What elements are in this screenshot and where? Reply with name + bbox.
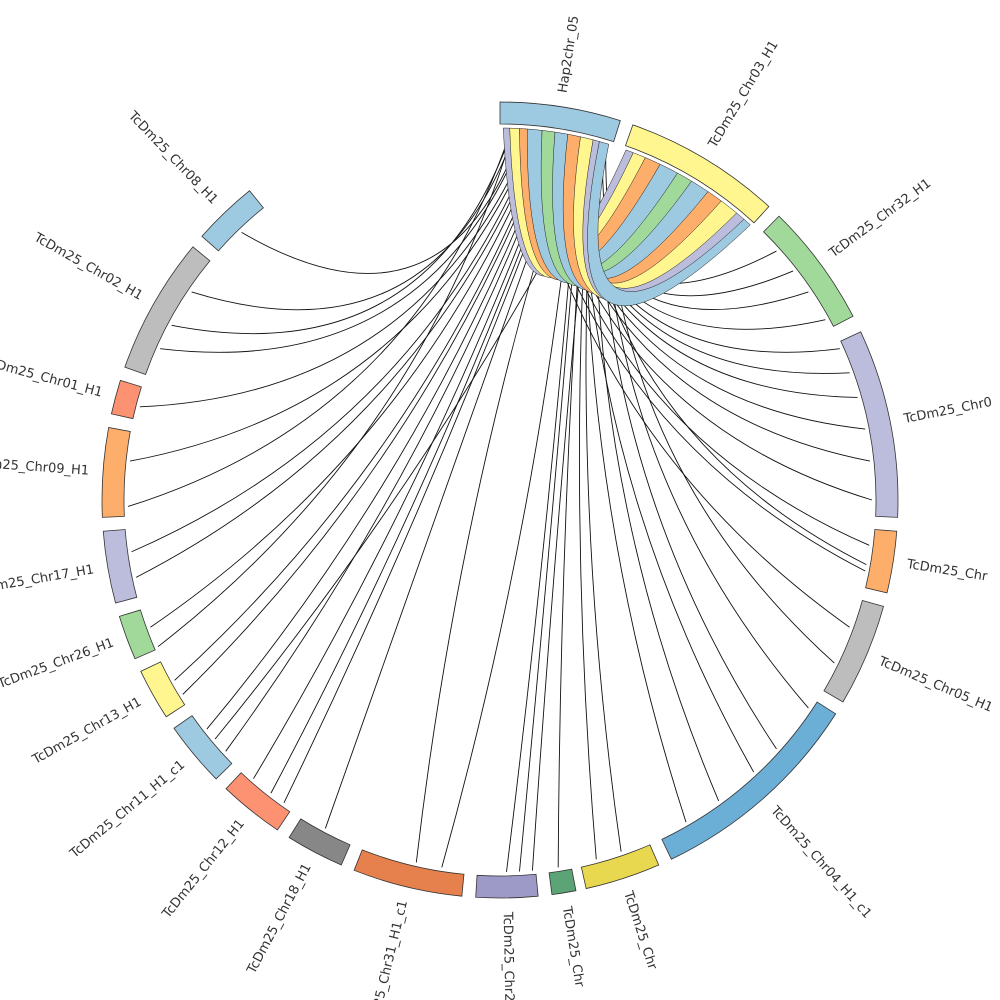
chromosome-label: TcDm25_Chr32_H1 <box>826 176 934 261</box>
chromosome-segment <box>288 818 351 866</box>
ribbons-layer <box>502 127 751 306</box>
synteny-link <box>131 129 540 553</box>
chromosome-label: Hap2chr_05 <box>556 15 583 94</box>
synteny-link <box>139 129 533 408</box>
chromosome-label: TcDm25_Chr12_H1 <box>159 817 248 923</box>
chromosome-label: TcDm25_Chr04_H1_c1 <box>767 803 874 922</box>
synteny-link <box>171 128 514 335</box>
synteny-link <box>191 128 517 311</box>
chromosome-label: TcDm25_Chr31_H1_c1 <box>363 899 411 1000</box>
links-layer <box>127 128 873 872</box>
chromosome-segment <box>865 529 898 594</box>
chromosome-label: TcDm25_Chr03_H1 <box>705 38 781 151</box>
chromosome-segment <box>499 101 621 143</box>
chromosome-segment <box>118 609 156 660</box>
chromosome-label: TcDm25_Chr <box>620 889 660 972</box>
chromosome-segment <box>102 529 138 604</box>
chromosome-ring <box>101 101 899 899</box>
chromosome-label: TcDm25_Chr13_H1 <box>29 695 144 768</box>
synteny-link <box>241 128 524 274</box>
chromosome-label: TcDm25_Chr08_H1 <box>124 108 220 207</box>
synteny-link <box>150 130 546 628</box>
synteny-link <box>127 128 513 507</box>
chromosome-segment <box>124 246 211 376</box>
chromosome-label: TcDm25_Chr17_H1 <box>0 562 95 598</box>
synteny-link <box>129 129 537 462</box>
chromosome-segment <box>823 599 885 703</box>
synteny-link <box>160 128 527 353</box>
chromosome-label: TcDm25_Chr20_H1 <box>500 911 517 1000</box>
chromosome-segment <box>101 427 131 518</box>
chromosome-label: TcDm25_Chr <box>559 904 587 988</box>
synteny-link <box>206 131 556 730</box>
chromosome-segment <box>173 715 233 780</box>
chromosome-labels: Hap2chr_05 TcDm25_Chr03_H1 TcDm25_Chr32_H1… <box>0 15 995 1000</box>
chromosome-segment <box>580 844 660 890</box>
chromosome-label: TcDm25_Chr05_H1 <box>875 654 994 716</box>
chromosome-segment <box>840 331 899 518</box>
chromosome-segment <box>475 873 539 899</box>
chromosome-segment <box>762 215 854 327</box>
chromosome-segment <box>225 772 291 831</box>
chromosome-segment <box>140 661 186 718</box>
synteny-link <box>174 131 549 681</box>
chromosome-segment <box>624 124 770 224</box>
chromosome-label: TcDm25_Chr01_H1 <box>0 354 104 400</box>
chromosome-label: TcDm25_Chr02_H1 <box>30 230 145 304</box>
chromosome-label: TcDm25_Chr26_H1 <box>0 636 116 693</box>
chromosome-segment <box>201 190 264 252</box>
chromosome-segment <box>353 849 465 897</box>
synteny-link <box>157 128 515 647</box>
chromosome-segment <box>110 379 142 420</box>
chromosome-label: TcDm25_Chr11_H1_c1 <box>67 758 188 862</box>
synteny-link <box>135 130 543 578</box>
chromosome-label: TcDm25_Chr <box>905 557 989 585</box>
synteny-ribbon <box>587 141 751 306</box>
chromosome-label: TcDm25_Chr0 <box>902 395 994 427</box>
chromosome-segment <box>548 868 577 896</box>
chromosome-label: TcDm25_Chr09_H1 <box>0 455 90 479</box>
chromosome-segment <box>661 701 837 860</box>
chromosome-label: TcDm25_Chr18_H1 <box>244 861 315 977</box>
